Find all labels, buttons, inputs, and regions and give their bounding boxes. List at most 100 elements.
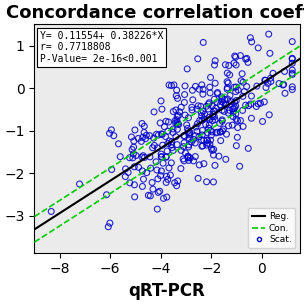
Point: [218, 102, 223, 107]
Point: [144, 170, 149, 175]
Point: [133, 128, 137, 133]
Point: [146, 193, 151, 198]
Point: [186, 145, 191, 150]
Point: [173, 108, 178, 112]
Point: [204, 104, 209, 109]
Point: [199, 110, 204, 115]
Point: [142, 155, 147, 160]
Point: [169, 145, 174, 150]
Point: [290, 71, 295, 76]
Point: [213, 81, 218, 86]
Point: [116, 141, 121, 146]
Point: [277, 81, 282, 86]
Point: [207, 123, 212, 127]
Point: [148, 166, 153, 171]
Point: [227, 108, 232, 113]
Point: [181, 158, 186, 163]
Point: [200, 128, 205, 133]
Point: [197, 118, 202, 123]
Point: [200, 143, 205, 148]
Point: [167, 165, 171, 170]
Point: [161, 161, 165, 166]
Point: [290, 56, 295, 61]
Point: [199, 82, 204, 87]
Point: [155, 207, 160, 212]
Point: [209, 146, 214, 151]
Point: [229, 99, 234, 104]
Point: [195, 57, 200, 61]
Point: [189, 140, 194, 144]
Point: [130, 155, 135, 160]
Point: [290, 87, 295, 92]
Point: [220, 117, 225, 122]
Point: [186, 115, 191, 120]
Point: [196, 134, 201, 139]
Point: [159, 152, 164, 157]
Point: [188, 130, 192, 135]
Point: [195, 129, 199, 134]
Point: [144, 133, 149, 138]
Point: [262, 78, 267, 83]
Point: [131, 151, 136, 156]
Point: [234, 117, 239, 122]
Point: [204, 179, 209, 184]
Point: [281, 82, 285, 87]
Point: [126, 170, 131, 175]
Point: [163, 134, 168, 139]
Point: [290, 57, 295, 61]
Point: [224, 132, 229, 136]
Point: [197, 163, 202, 168]
Point: [235, 118, 240, 123]
Point: [49, 209, 54, 214]
Point: [189, 105, 194, 110]
Point: [240, 71, 244, 76]
Point: [256, 46, 261, 50]
Point: [220, 96, 225, 101]
Point: [164, 195, 169, 199]
Point: [151, 136, 156, 140]
Point: [203, 122, 208, 127]
Point: [212, 97, 217, 102]
Point: [198, 104, 203, 109]
Point: [271, 71, 275, 76]
Point: [209, 133, 214, 138]
Point: [123, 174, 128, 179]
Point: [262, 99, 267, 104]
Point: [191, 158, 196, 163]
Point: [187, 131, 192, 136]
Point: [232, 54, 237, 58]
Point: [175, 120, 180, 125]
Point: [225, 87, 230, 92]
Point: [187, 132, 192, 137]
Point: [183, 84, 188, 88]
Point: [186, 154, 191, 159]
Point: [202, 161, 206, 166]
Point: [204, 143, 209, 147]
Point: [186, 155, 191, 160]
Point: [290, 68, 295, 73]
Point: [185, 154, 190, 159]
Point: [155, 176, 160, 181]
Point: [264, 85, 268, 90]
Point: [190, 88, 195, 93]
Point: [175, 114, 180, 119]
Point: [201, 40, 206, 45]
Point: [140, 184, 145, 189]
Point: [165, 141, 170, 146]
Point: [147, 154, 152, 159]
Point: [199, 137, 204, 142]
Point: [164, 119, 168, 124]
Point: [249, 40, 254, 44]
Point: [165, 129, 170, 133]
Point: [290, 72, 295, 77]
Point: [234, 85, 239, 89]
Point: [159, 168, 164, 173]
Legend: Reg., Con., Scat.: Reg., Con., Scat.: [248, 209, 295, 248]
Point: [132, 164, 137, 169]
Point: [136, 165, 141, 170]
Point: [241, 124, 246, 129]
Title: Concordance correlation coeffic: Concordance correlation coeffic: [6, 4, 304, 22]
Point: [178, 166, 183, 171]
Point: [123, 166, 128, 171]
Point: [131, 139, 136, 143]
